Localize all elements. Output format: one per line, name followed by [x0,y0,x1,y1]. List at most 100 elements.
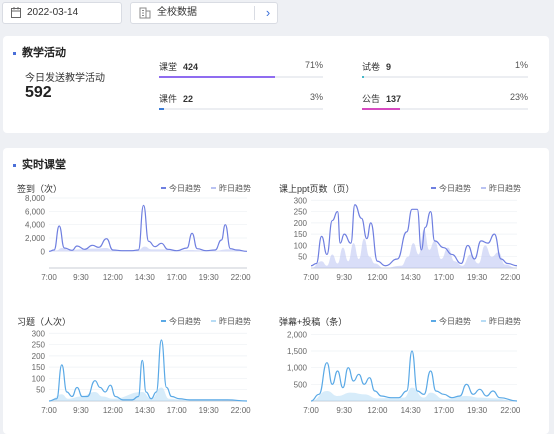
x-tick-label: 7:00 [41,273,57,282]
x-tick-label: 17:00 [434,406,455,415]
y-tick-label: 6,000 [25,207,46,216]
x-tick-label: 12:00 [367,273,388,282]
y-tick-label: 100 [32,374,46,383]
x-tick-label: 12:00 [367,406,388,415]
y-tick-label: 2,000 [25,234,46,243]
stat-courseware: 课件 22 3% [159,92,323,112]
stat-fill [159,76,276,78]
legend-swatch-today [431,319,436,322]
chart-title: 弹幕+投稿（条） [279,317,348,327]
checkin-chart: 签到（次） 今日趋势 昨日趋势 8,000 6,000 4,000 2,000 0 7:00 9:… [17,182,253,282]
x-tick-label: 22:00 [231,273,252,282]
toolbar: 2022-03-14 全校数据 › [0,0,554,30]
stat-fill [159,108,164,110]
legend-swatch-today [161,319,166,322]
exercise-chart: 习题（人次） 今日趋势 昨日趋势 300 250 200 150 100 50 7:00 9:30 1… [17,315,253,415]
legend-today: 今日趋势 [439,317,471,326]
stat-exam: 试卷 9 1% [362,60,528,80]
stat-fill [362,76,365,78]
x-tick-label: 9:30 [336,406,352,415]
title-marker [13,163,16,167]
chevron-right-icon[interactable]: › [265,5,271,20]
x-tick-label: 14:30 [135,273,156,282]
section-title: 实时课堂 [13,156,66,172]
y-tick-label: 4,000 [25,221,46,230]
axis-group: 2,000 1,500 1,000 500 7:00 9:30 12:00 14:30 17:0… [287,330,521,415]
stat-count: 424 [183,62,199,72]
legend-swatch-yesterday [211,186,216,189]
stat-name: 公告 [362,94,381,104]
divider [254,6,255,20]
axis-group: 8,000 6,000 4,000 2,000 0 7:00 9:30 12:00 14:30 1… [25,194,251,282]
legend-swatch-today [161,186,166,189]
chart-legend[interactable]: 今日趋势 昨日趋势 [161,183,251,194]
stat-percent: 23% [509,92,528,102]
series-today-line [48,204,248,252]
chart-title: 课上ppt页数（页） [279,184,355,194]
legend-yesterday: 昨日趋势 [489,184,521,193]
stat-count: 137 [386,94,402,104]
legend-swatch-yesterday [481,186,486,189]
legend-swatch-yesterday [211,319,216,322]
x-tick-label: 7:00 [303,273,319,282]
chart-plot: 300 250 200 150 100 50 7:00 9:30 12:00 14:30 17:00… [32,329,252,415]
stat-percent: 1% [514,60,528,70]
y-tick-label: 250 [32,341,46,350]
chart-plot: 2,000 1,500 1,000 500 7:00 9:30 12:00 14:30 17:0… [287,330,521,415]
x-tick-label: 9:30 [336,273,352,282]
today-activity-total: 592 [25,84,52,101]
x-tick-label: 14:30 [135,406,156,415]
x-tick-label: 22:00 [231,406,252,415]
section-title: 教学活动 [13,44,66,60]
x-tick-label: 17:00 [167,273,188,282]
y-tick-label: 100 [294,241,308,250]
legend-swatch-today [431,186,436,189]
y-tick-label: 150 [32,363,46,372]
x-tick-label: 14:30 [401,406,422,415]
legend-today: 今日趋势 [169,184,201,193]
series-yesterday-area [311,387,517,401]
y-tick-label: 1,500 [287,347,308,356]
section-title-text: 实时课堂 [22,159,66,171]
stat-track [159,76,323,78]
chart-legend[interactable]: 今日趋势 昨日趋势 [431,183,521,194]
stat-label: 课件 22 [159,92,193,105]
x-tick-label: 14:30 [401,273,422,282]
calendar-icon [11,7,21,18]
x-tick-label: 19:30 [467,273,488,282]
chart-legend[interactable]: 今日趋势 昨日趋势 [161,316,251,327]
y-tick-label: 0 [41,247,46,256]
y-tick-label: 50 [298,253,307,262]
today-activity-label: 今日发送教学活动 [25,73,105,84]
date-picker[interactable]: 2022-03-14 [2,2,122,24]
y-tick-label: 150 [294,230,308,239]
chart-legend[interactable]: 今日趋势 昨日趋势 [431,316,521,327]
x-tick-label: 7:00 [303,406,319,415]
legend-swatch-yesterday [481,319,486,322]
stat-count: 9 [386,62,392,72]
stat-track [362,108,528,110]
y-tick-label: 200 [294,219,308,228]
chart-plot: 8,000 6,000 4,000 2,000 0 7:00 9:30 12:00 14:30 1… [25,194,251,282]
date-value: 2022-03-14 [27,7,79,18]
chart-title: 签到（次） [17,184,63,194]
stat-track [159,108,323,110]
series-yesterday-area [311,229,517,268]
school-selector[interactable]: 全校数据 › [130,2,278,24]
x-tick-label: 19:30 [199,406,220,415]
stat-percent: 3% [309,92,323,102]
chart-title: 习题（人次） [17,317,72,327]
x-tick-label: 7:00 [41,406,57,415]
series-yesterday-area [49,246,247,252]
stat-track [362,76,528,78]
y-tick-label: 8,000 [25,194,46,203]
section-title-text: 教学活动 [22,47,66,59]
series-today-line [310,350,518,402]
y-tick-label: 200 [32,352,46,361]
legend-today: 今日趋势 [439,184,471,193]
chart-plot: 300 250 200 150 100 50 7:00 9:30 12:00 14:30 17:00… [294,196,521,282]
x-tick-label: 17:00 [434,273,455,282]
stat-announcement: 公告 137 23% [362,92,528,112]
y-tick-label: 250 [294,208,308,217]
title-marker [13,51,16,55]
